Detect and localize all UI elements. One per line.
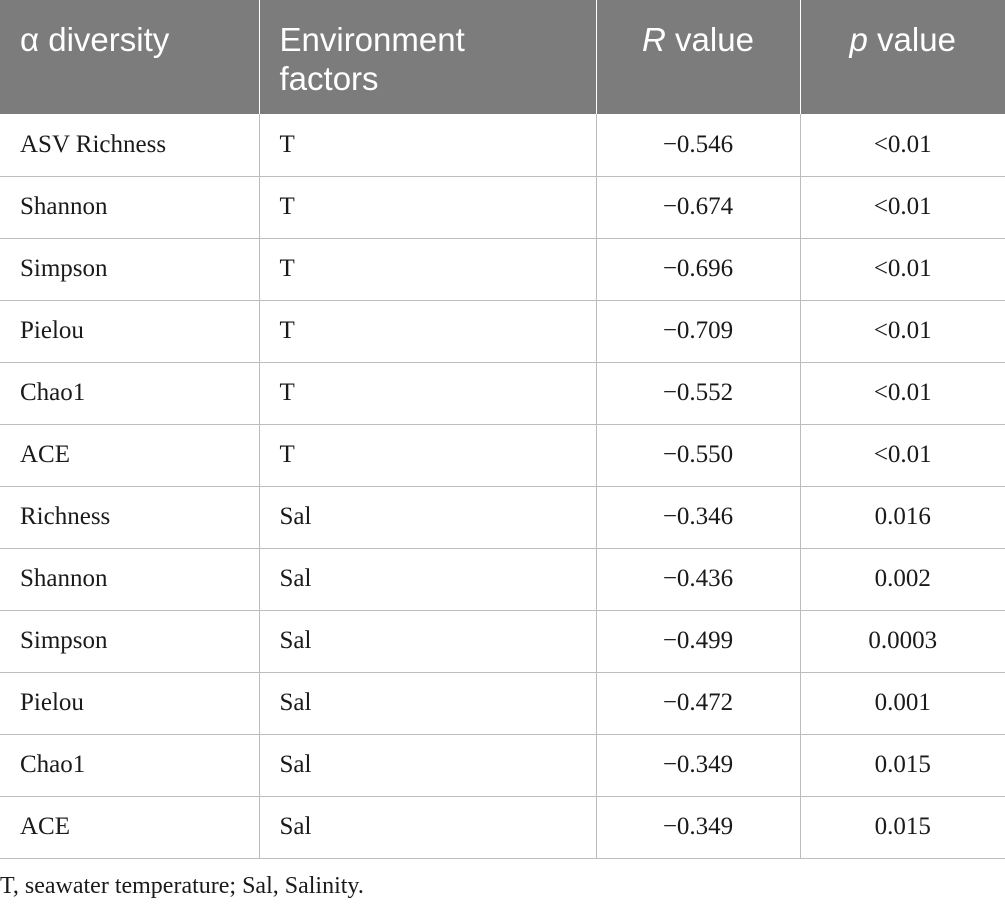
header-environment-factors: Environment factors bbox=[258, 0, 596, 114]
cell-factor: Sal bbox=[258, 734, 596, 797]
header-p-symbol: p bbox=[849, 21, 868, 58]
cell-p-value: <0.01 bbox=[799, 176, 1005, 239]
header-r-suffix: value bbox=[665, 21, 754, 58]
cell-diversity: Pielou bbox=[0, 300, 259, 363]
cell-p-value: <0.01 bbox=[799, 362, 1005, 425]
cell-r-value: −0.349 bbox=[595, 796, 800, 859]
header-alpha-diversity: α diversity bbox=[0, 0, 259, 114]
cell-factor: Sal bbox=[258, 672, 596, 735]
cell-diversity: ASV Richness bbox=[0, 114, 259, 177]
table-row: ASV Richness T −0.546 <0.01 bbox=[0, 114, 1005, 177]
header-p-value: p value bbox=[799, 0, 1005, 114]
cell-diversity: Chao1 bbox=[0, 734, 259, 797]
correlation-table-container: α diversity Environment factors R value p… bbox=[0, 0, 1005, 859]
table-row: Richness Sal −0.346 0.016 bbox=[0, 486, 1005, 549]
cell-p-value: 0.002 bbox=[799, 548, 1005, 611]
cell-factor: Sal bbox=[258, 796, 596, 859]
cell-p-value: <0.01 bbox=[799, 300, 1005, 363]
cell-r-value: −0.546 bbox=[595, 114, 800, 177]
cell-factor: T bbox=[258, 238, 596, 301]
cell-r-value: −0.550 bbox=[595, 424, 800, 487]
cell-p-value: 0.015 bbox=[799, 734, 1005, 797]
cell-diversity: ACE bbox=[0, 424, 259, 487]
cell-r-value: −0.436 bbox=[595, 548, 800, 611]
table-row: Chao1 Sal −0.349 0.015 bbox=[0, 734, 1005, 797]
cell-factor: Sal bbox=[258, 610, 596, 673]
cell-factor: T bbox=[258, 424, 596, 487]
cell-p-value: 0.015 bbox=[799, 796, 1005, 859]
table-row: Shannon Sal −0.436 0.002 bbox=[0, 548, 1005, 611]
cell-r-value: −0.674 bbox=[595, 176, 800, 239]
cell-r-value: −0.709 bbox=[595, 300, 800, 363]
cell-p-value: 0.016 bbox=[799, 486, 1005, 549]
cell-factor: Sal bbox=[258, 548, 596, 611]
header-r-symbol: R bbox=[642, 21, 666, 58]
cell-p-value: 0.001 bbox=[799, 672, 1005, 735]
cell-factor: T bbox=[258, 114, 596, 177]
table-footnote: T, seawater temperature; Sal, Salinity. bbox=[0, 873, 364, 899]
cell-p-value: <0.01 bbox=[799, 424, 1005, 487]
header-alpha-diversity-label: α diversity bbox=[20, 21, 170, 58]
table-header: α diversity Environment factors R value p… bbox=[0, 0, 1005, 114]
table-row: ACE Sal −0.349 0.015 bbox=[0, 796, 1005, 859]
header-environment-factors-line2: factors bbox=[279, 60, 379, 97]
table-row: Pielou T −0.709 <0.01 bbox=[0, 300, 1005, 363]
cell-r-value: −0.472 bbox=[595, 672, 800, 735]
header-row: α diversity Environment factors R value p… bbox=[0, 0, 1005, 114]
table-row: Pielou Sal −0.472 0.001 bbox=[0, 672, 1005, 735]
cell-diversity: Richness bbox=[0, 486, 259, 549]
header-r-value: R value bbox=[595, 0, 800, 114]
table-body: ASV Richness T −0.546 <0.01 Shannon T −0… bbox=[0, 114, 1005, 859]
table-row: ACE T −0.550 <0.01 bbox=[0, 424, 1005, 487]
table-row: Chao1 T −0.552 <0.01 bbox=[0, 362, 1005, 425]
cell-diversity: Pielou bbox=[0, 672, 259, 735]
cell-diversity: Simpson bbox=[0, 610, 259, 673]
cell-r-value: −0.552 bbox=[595, 362, 800, 425]
cell-diversity: Shannon bbox=[0, 548, 259, 611]
cell-p-value: <0.01 bbox=[799, 114, 1005, 177]
cell-r-value: −0.346 bbox=[595, 486, 800, 549]
table-row: Simpson T −0.696 <0.01 bbox=[0, 238, 1005, 301]
cell-diversity: Chao1 bbox=[0, 362, 259, 425]
header-environment-factors-line1: Environment bbox=[279, 21, 465, 58]
cell-factor: T bbox=[258, 176, 596, 239]
cell-factor: Sal bbox=[258, 486, 596, 549]
cell-diversity: ACE bbox=[0, 796, 259, 859]
cell-r-value: −0.696 bbox=[595, 238, 800, 301]
cell-r-value: −0.499 bbox=[595, 610, 800, 673]
correlation-table: α diversity Environment factors R value p… bbox=[0, 0, 1005, 859]
table-row: Simpson Sal −0.499 0.0003 bbox=[0, 610, 1005, 673]
cell-factor: T bbox=[258, 300, 596, 363]
cell-r-value: −0.349 bbox=[595, 734, 800, 797]
header-p-suffix: value bbox=[867, 21, 956, 58]
table-row: Shannon T −0.674 <0.01 bbox=[0, 176, 1005, 239]
cell-p-value: 0.0003 bbox=[799, 610, 1005, 673]
cell-factor: T bbox=[258, 362, 596, 425]
cell-diversity: Simpson bbox=[0, 238, 259, 301]
cell-diversity: Shannon bbox=[0, 176, 259, 239]
cell-p-value: <0.01 bbox=[799, 238, 1005, 301]
